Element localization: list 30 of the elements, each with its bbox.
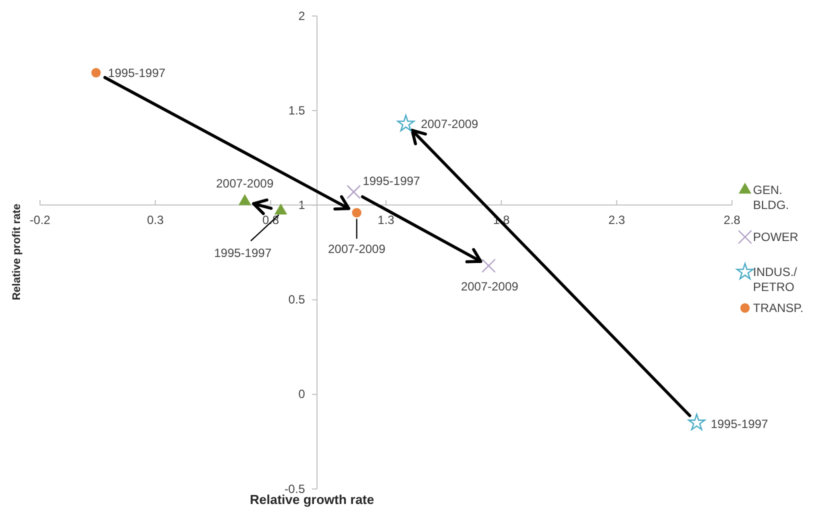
y-tick-label: 0 — [298, 387, 306, 402]
annotation: 1995-1997 — [710, 416, 768, 431]
x-tick-label: 1.3 — [378, 213, 395, 227]
annotation: 2007-2009 — [420, 116, 479, 131]
x-tick-label: -0.2 — [30, 213, 51, 227]
legend-label: POWER — [753, 230, 799, 244]
annotation: 2007-2009 — [328, 242, 386, 256]
x-tick-label: 2.3 — [608, 213, 626, 227]
x-tick-label: 0.3 — [146, 213, 164, 227]
point — [274, 204, 288, 215]
legend-label: INDUS./ PETRO — [753, 265, 798, 294]
annotation: 1995-1997 — [362, 174, 420, 188]
point — [91, 68, 101, 78]
point — [352, 208, 362, 218]
x-tick-label: 2.8 — [724, 213, 741, 227]
legend-label: TRANSP. — [753, 301, 804, 315]
point — [346, 184, 361, 200]
point — [238, 194, 252, 206]
y-tick-label: 1.5 — [288, 103, 306, 118]
point — [688, 414, 706, 430]
point — [397, 114, 415, 132]
legend-label: GEN. BLDG. — [753, 183, 790, 212]
annotation: 2007-2009 — [460, 280, 519, 294]
y-axis-title: Relative profit rate — [11, 204, 23, 300]
annotation: 2007-2009 — [216, 176, 274, 190]
y-tick-label: 2 — [298, 8, 306, 23]
point — [482, 258, 496, 273]
annotation: 1995-1997 — [214, 246, 272, 260]
y-tick-label: 0.5 — [288, 292, 306, 307]
annotation: 1995-1997 — [108, 66, 166, 80]
